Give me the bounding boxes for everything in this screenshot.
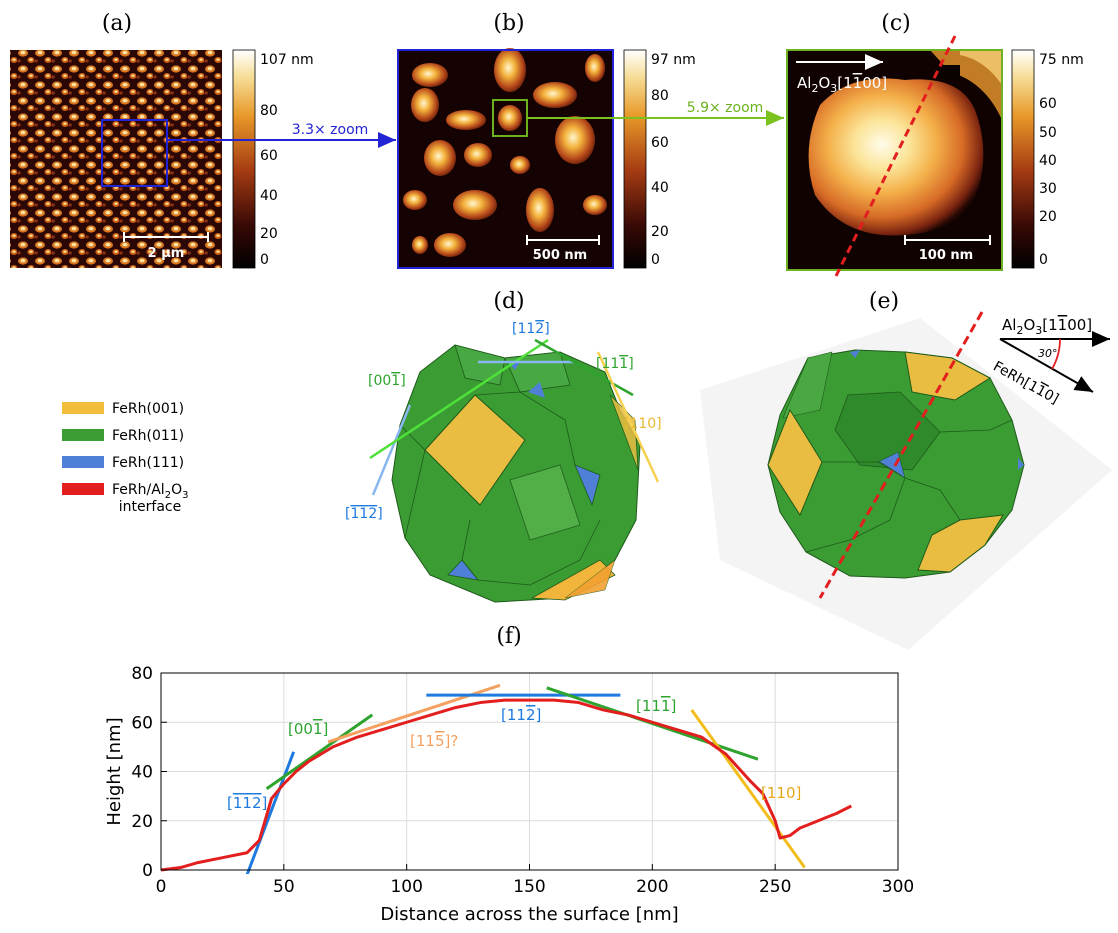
facet-001-d bbox=[424, 394, 526, 506]
facet-label-f-001: [001] bbox=[288, 720, 328, 738]
legend-swatch-001 bbox=[62, 402, 104, 414]
y-tick-label: 80 bbox=[131, 664, 153, 684]
colorbar-b-tick-0: 97 nm bbox=[651, 52, 696, 68]
colorbar-c-tick-6: 0 bbox=[1039, 252, 1048, 268]
zoom-box-a bbox=[101, 119, 168, 187]
colorbar-c-tick-5: 20 bbox=[1039, 209, 1057, 225]
colorbar-b-tick-5: 0 bbox=[651, 252, 660, 268]
colorbar-b-tick-4: 20 bbox=[651, 224, 669, 240]
colorbar-a-tick-5: 0 bbox=[260, 252, 269, 268]
facet-label-f-112: [112] bbox=[501, 706, 541, 724]
zoom-label-bc: 5.9× zoom bbox=[687, 100, 764, 116]
legend-label-interface-2: interface bbox=[119, 499, 181, 515]
scalebar-label-a: 2 μm bbox=[148, 246, 185, 261]
legend-label-001: FeRh(001) bbox=[112, 401, 184, 417]
facet-label-d-110: [110] bbox=[624, 416, 662, 432]
x-tick-label: 100 bbox=[390, 877, 422, 897]
afm-image-c: Al2O3[1100] 100 nm bbox=[786, 35, 1003, 277]
x-tick-label: 250 bbox=[759, 877, 791, 897]
height-profile-chart: 0 50 100 150 200 250 300 0 20 40 60 80 Distance acro… bbox=[104, 664, 914, 925]
facet-label-d-111: [111] bbox=[596, 356, 634, 372]
profile-line-c bbox=[834, 35, 957, 277]
facet-label-d-001: [001] bbox=[368, 373, 406, 389]
polyhedron-d: [112] [001] [112] [111] [110] bbox=[345, 321, 662, 603]
facet-label-f-110: [110] bbox=[761, 784, 801, 802]
direction-label-c: Al2O3[1100] bbox=[797, 74, 887, 95]
colorbar-a: 107 nm 80 60 40 20 0 bbox=[232, 49, 314, 269]
facet-label-d-112bar: [112] bbox=[345, 506, 383, 522]
facet-001-e-top bbox=[904, 351, 992, 401]
colorbar-a-tick-4: 20 bbox=[260, 226, 278, 242]
colorbar-a-tick-1: 80 bbox=[260, 103, 278, 119]
x-tick-label: 50 bbox=[273, 877, 295, 897]
y-tick-label: 40 bbox=[131, 763, 153, 783]
facet-111-d bbox=[574, 464, 601, 507]
afm-image-b: 500 nm bbox=[397, 48, 614, 269]
x-tick-label: 300 bbox=[882, 877, 914, 897]
x-tick-label: 150 bbox=[513, 877, 545, 897]
angle-label: 30° bbox=[1038, 347, 1058, 360]
colorbar-c-tick-0: 75 nm bbox=[1039, 52, 1084, 68]
facet-line bbox=[690, 709, 806, 869]
profile-line-e bbox=[818, 311, 984, 599]
colorbar-c-tick-1: 60 bbox=[1039, 96, 1057, 112]
legend-swatch-interface bbox=[62, 483, 104, 495]
panel-label-b: (b) bbox=[493, 11, 524, 36]
x-axis-label: Distance across the surface [nm] bbox=[380, 904, 678, 925]
legend-swatch-111 bbox=[62, 456, 104, 468]
scalebar-label-c: 100 nm bbox=[919, 248, 973, 263]
legend: FeRh(001) FeRh(011) FeRh(111) FeRh/Al2O3… bbox=[62, 401, 188, 515]
panel-label-f: (f) bbox=[496, 624, 521, 649]
legend-swatch-011 bbox=[62, 429, 104, 441]
facet-001-e-bottom bbox=[917, 514, 1004, 573]
angle-arc bbox=[1051, 338, 1061, 370]
panel-label-d: (d) bbox=[493, 289, 524, 314]
y-tick-label: 0 bbox=[142, 861, 153, 881]
colorbar-a-tick-2: 60 bbox=[260, 148, 278, 164]
colorbar-c-tick-4: 30 bbox=[1039, 181, 1057, 197]
profile-series bbox=[160, 698, 852, 872]
polyhedron-e: 30° Al2O3[1100] FeRh[110] bbox=[700, 311, 1112, 650]
facet-line bbox=[265, 713, 374, 790]
legend-label-111: FeRh(111) bbox=[112, 455, 184, 471]
y-tick-label: 60 bbox=[131, 713, 153, 733]
panel-label-e: (e) bbox=[869, 289, 899, 314]
facet-line bbox=[245, 751, 296, 874]
colorbar-a-tick-3: 40 bbox=[260, 188, 278, 204]
direction-arrow-e-ferh bbox=[999, 338, 1094, 393]
facet-label-d-112: [112] bbox=[512, 321, 550, 337]
y-axis-label: Height [nm] bbox=[104, 717, 125, 825]
zoom-label-ab: 3.3× zoom bbox=[292, 122, 369, 138]
colorbar-c: 75 nm 60 50 40 30 20 0 bbox=[1011, 49, 1084, 269]
y-tick-label: 20 bbox=[131, 812, 153, 832]
x-tick-label: 0 bbox=[156, 877, 167, 897]
panel-label-c: (c) bbox=[881, 11, 911, 36]
scalebar-label-b: 500 nm bbox=[533, 248, 587, 263]
x-tick-label: 200 bbox=[636, 877, 668, 897]
colorbar-b: 97 nm 80 60 40 20 0 bbox=[623, 49, 696, 269]
legend-label-011: FeRh(011) bbox=[112, 428, 184, 444]
facet-001-e-left bbox=[767, 408, 823, 517]
panel-label-a: (a) bbox=[102, 11, 132, 36]
colorbar-b-tick-1: 80 bbox=[651, 88, 669, 104]
colorbar-b-tick-3: 40 bbox=[651, 180, 669, 196]
colorbar-a-tick-0: 107 nm bbox=[260, 52, 314, 68]
facet-label-f-112bar: [112] bbox=[227, 794, 267, 812]
direction-label-e-substrate: Al2O3[1100] bbox=[1002, 316, 1092, 337]
colorbar-b-tick-2: 60 bbox=[651, 135, 669, 151]
facet-label-f-115: [115]? bbox=[410, 732, 458, 750]
colorbar-c-tick-3: 40 bbox=[1039, 153, 1057, 169]
facet-label-f-111: [111] bbox=[636, 697, 676, 715]
afm-image-a: 2 μm bbox=[10, 50, 222, 268]
colorbar-c-tick-2: 50 bbox=[1039, 125, 1057, 141]
